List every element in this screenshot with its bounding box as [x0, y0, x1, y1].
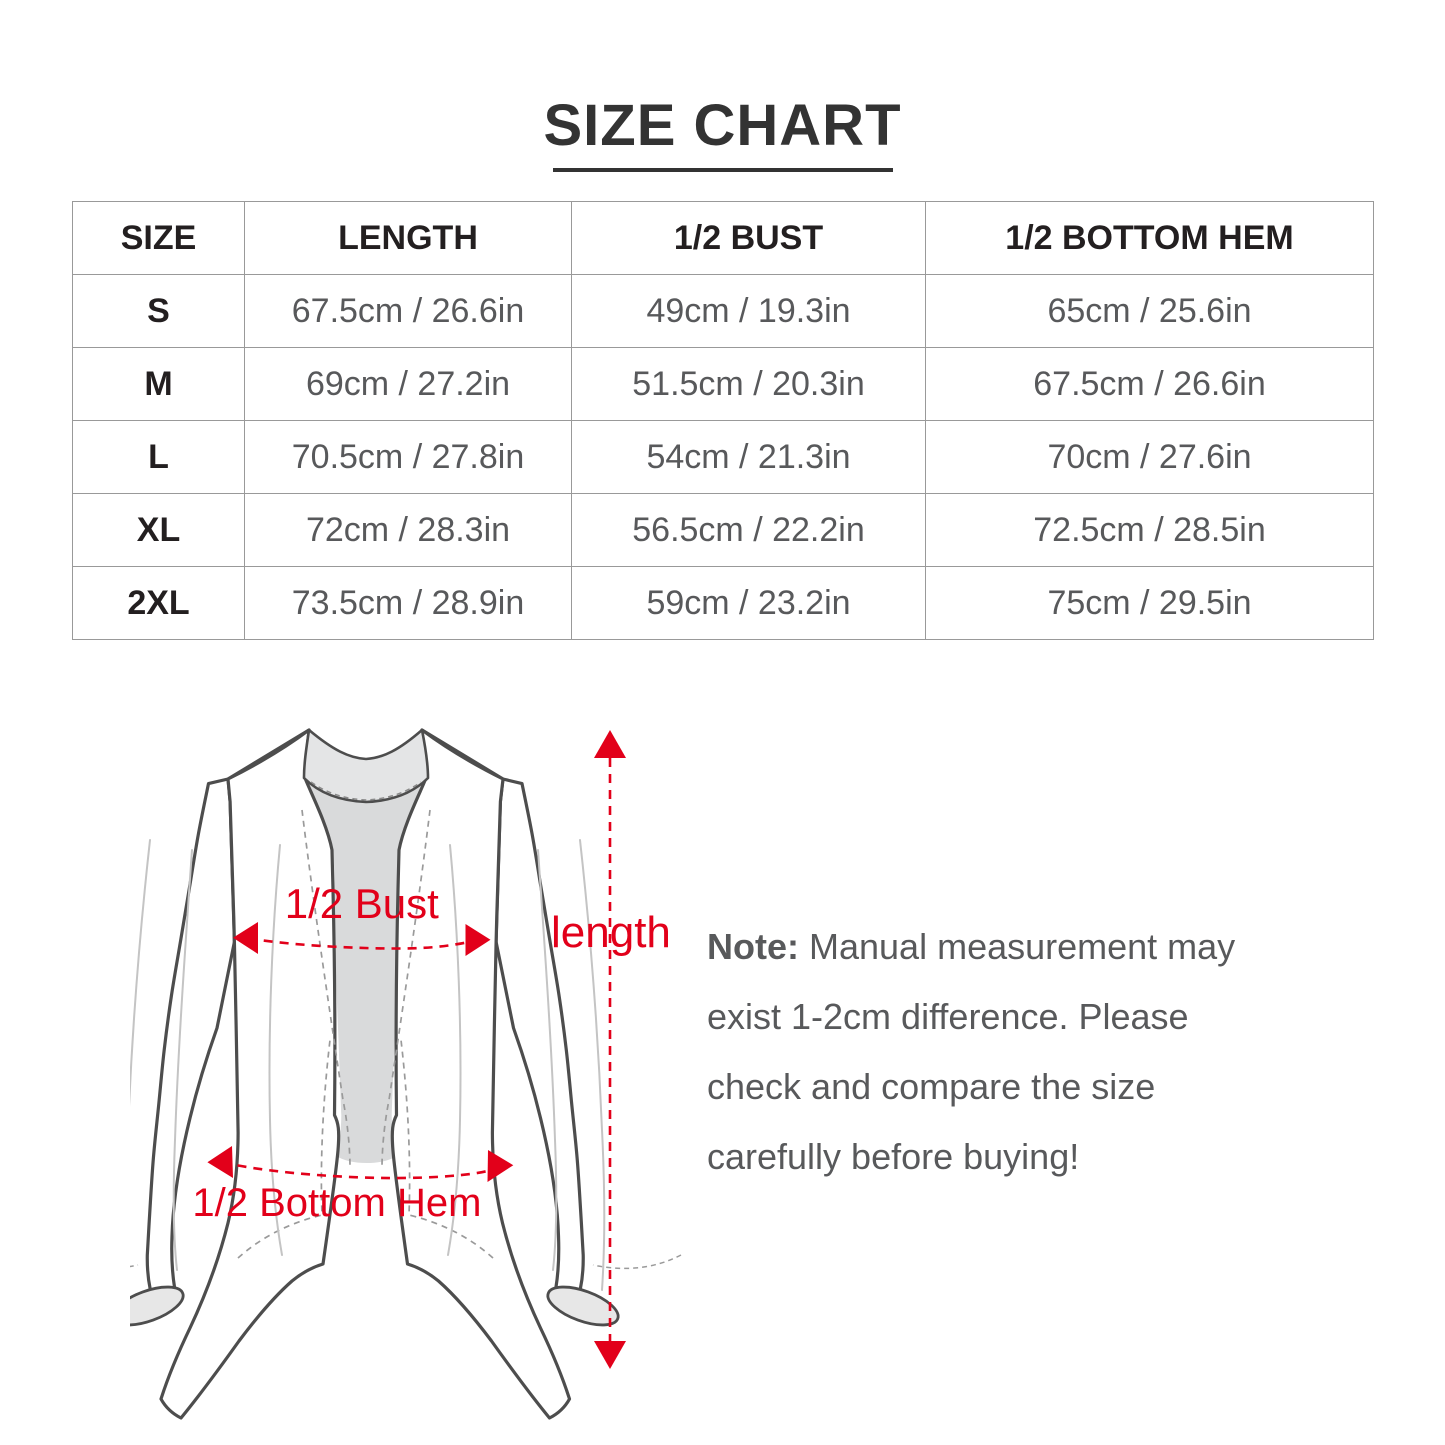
svg-text:1/2 Bottom Hem: 1/2 Bottom Hem — [192, 1181, 481, 1225]
svg-text:1/2 Bust: 1/2 Bust — [285, 880, 439, 927]
